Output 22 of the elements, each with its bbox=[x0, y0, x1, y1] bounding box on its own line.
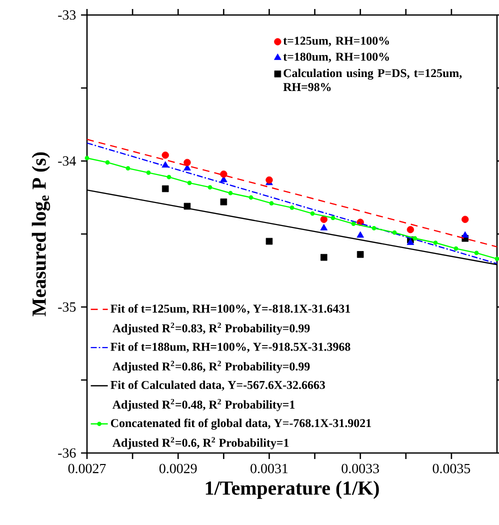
legend-label: Fit of t=125um, RH=100%, Y=-818.1X-31.6431 bbox=[110, 304, 350, 314]
legend-label: t=180um, RH=100% bbox=[283, 52, 389, 63]
annotation: Adjusted R$^{2}$=0.6, R$^{2}$ Probability=1 bbox=[112, 437, 289, 450]
legend-label: Calculation using P=DS, t=125um, RH=98% bbox=[283, 68, 462, 92]
y-tick-label: -35 bbox=[58, 302, 76, 312]
annotation: Adjusted R$^{2}$=0.83, R$^{2}$ Probability=0.99 bbox=[112, 322, 310, 335]
x-tick-label: 0.0029 bbox=[159, 464, 197, 474]
annotation: Adjusted R$^{2}$=0.86, R$^{2}$ Probability=0.99 bbox=[112, 360, 310, 373]
legend-label: Fit of Calculated data, Y=-567.6X-32.6663 bbox=[110, 380, 325, 391]
x-tick-label: 0.0027 bbox=[68, 464, 106, 474]
x-tick-label: 0.0033 bbox=[342, 464, 379, 474]
legend-label: Concatenated fit of global data, Y=-768.1X-31.9021 bbox=[110, 418, 371, 430]
x-tick-label: 0.0031 bbox=[250, 464, 288, 474]
legend-label: Fit of t=188um, RH=100%, Y=-918.5X-31.3968 bbox=[110, 342, 350, 353]
annotation: Adjusted R$^{2}$=0.48, R$^{2}$ Probability=1 bbox=[112, 398, 295, 412]
x-axis-title: 1/Temperature (1/K) bbox=[206, 480, 379, 499]
y-axis-title: Measured log$_{e}$ P (s) bbox=[32, 152, 50, 316]
legend-label: t=125um, RH=100% bbox=[283, 36, 389, 46]
y-tick-label: -33 bbox=[58, 10, 76, 20]
x-tick-label: 0.0035 bbox=[432, 464, 470, 474]
y-tick-label: -36 bbox=[58, 448, 76, 458]
y-tick-label: -34 bbox=[58, 156, 76, 166]
